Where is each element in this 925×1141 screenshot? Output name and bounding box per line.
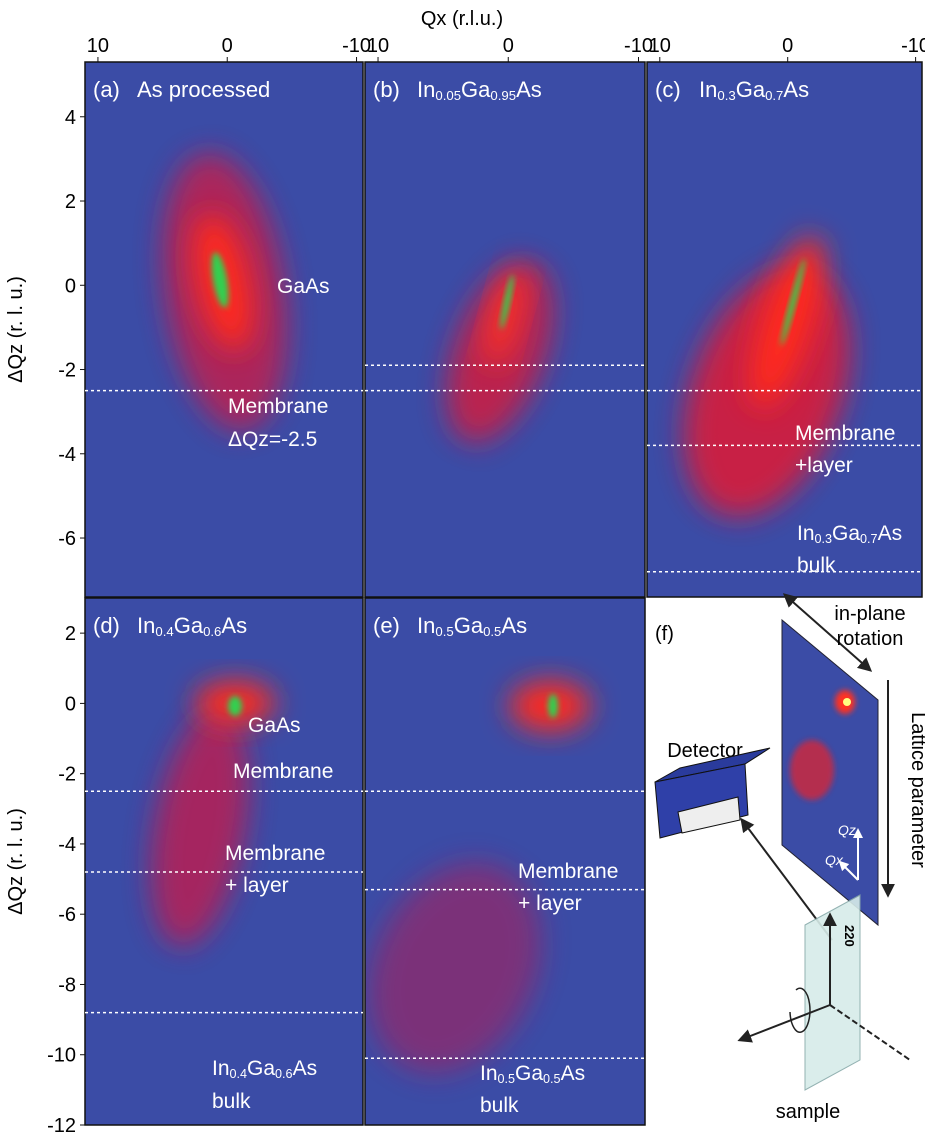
qx-label: Qx	[825, 852, 844, 868]
panel: 10 0 -10 (c) In0.3Ga0.7As Membrane +layer In0.3…	[647, 35, 925, 597]
annotation: GaAs	[277, 275, 330, 298]
panel-label: (e)	[373, 613, 400, 638]
y-tick-label: -2	[58, 360, 76, 382]
annotation: GaAs	[248, 714, 301, 737]
panel: (e) In0.5Ga0.5As Membrane + layer In0.5Ga0.5…	[336, 598, 645, 1125]
y-tick-label: -6	[58, 528, 76, 550]
y-tick-label: -6	[58, 904, 76, 926]
y-tick-label: 2	[65, 191, 76, 213]
panel-label: (a)	[93, 77, 120, 102]
y-tick-label: 2	[65, 623, 76, 645]
y-tick-label: -2	[58, 764, 76, 786]
annotation: In0.5Ga0.5As	[480, 1062, 585, 1086]
y-axis-title: ΔQz (r. l. u.)	[5, 808, 27, 915]
annotation: In0.3Ga0.7As	[797, 522, 902, 546]
rotation-label: in-plane	[834, 603, 905, 625]
annotation: bulk	[480, 1094, 519, 1117]
y-tick-label: -4	[58, 444, 76, 466]
map-blob	[790, 740, 834, 800]
x-tick-label: 0	[782, 35, 793, 57]
annotation: Membrane	[233, 760, 333, 783]
y-tick-label: 0	[65, 275, 76, 297]
annotation: Membrane	[518, 860, 618, 883]
y-tick-label: -10	[47, 1045, 76, 1067]
x-tick-label: 10	[367, 35, 389, 57]
y-tick-label: 4	[65, 107, 76, 129]
diagram: (f) in-plane rotation Lattice parameter …	[655, 595, 925, 1123]
annotation: Membrane	[228, 395, 328, 418]
panel-label: (f)	[655, 623, 674, 645]
annotation: bulk	[797, 554, 836, 577]
y-tick-label: 0	[65, 693, 76, 715]
panel-label: (c)	[655, 77, 681, 102]
panel-title: In0.3Ga0.7As	[699, 77, 809, 103]
annotation: + layer	[518, 892, 582, 915]
y-axis-title: ΔQz (r. l. u.)	[5, 276, 27, 383]
y-tick-label: -12	[47, 1115, 76, 1136]
y-tick-label: -4	[58, 834, 76, 856]
charts: 10 0 -10 4 2 0 -2 -4 -6 Qx (r.l.u.) ΔQz (r. l. u.)…	[5, 8, 925, 1136]
x-tick-label: 10	[87, 35, 109, 57]
panel-label: (b)	[373, 77, 400, 102]
intensity-blob	[228, 696, 242, 716]
x-axis-title: Qx (r.l.u.)	[421, 8, 503, 30]
annotation: ΔQz=-2.5	[228, 428, 317, 451]
annotation: Membrane	[795, 422, 895, 445]
panel-title: In0.5Ga0.5As	[417, 613, 527, 639]
annotation: bulk	[212, 1090, 251, 1113]
intensity-blob	[548, 694, 558, 718]
qz-label: Qz	[838, 822, 856, 838]
figure: 10 0 -10 4 2 0 -2 -4 -6 Qx (r.l.u.) ΔQz (r. l. u.)…	[0, 0, 925, 1136]
sample-label: sample	[776, 1101, 840, 1123]
panel: 2 0 -2 -4 -6 -8 -10 -12 ΔQz (r. l. u.) (d) In0.4Ga…	[5, 598, 363, 1136]
lattice-label: Lattice parameter	[907, 712, 925, 868]
map-peak	[843, 698, 851, 706]
annotation: Membrane	[225, 842, 325, 865]
x-tick-label: 0	[503, 35, 514, 57]
panel-label: (d)	[93, 613, 120, 638]
x-tick-label: 0	[222, 35, 233, 57]
x-tick-label: 10	[649, 35, 671, 57]
x-tick-label: -10	[901, 35, 925, 57]
annotation: + layer	[225, 874, 289, 897]
annotation: In0.4Ga0.6As	[212, 1057, 317, 1081]
reflection-label: 220	[842, 925, 857, 947]
panel-title: In0.4Ga0.6As	[137, 613, 247, 639]
y-tick-label: -8	[58, 974, 76, 996]
rotation-label: rotation	[837, 628, 904, 650]
annotation: +layer	[795, 454, 853, 477]
panel-title: As processed	[137, 77, 270, 102]
